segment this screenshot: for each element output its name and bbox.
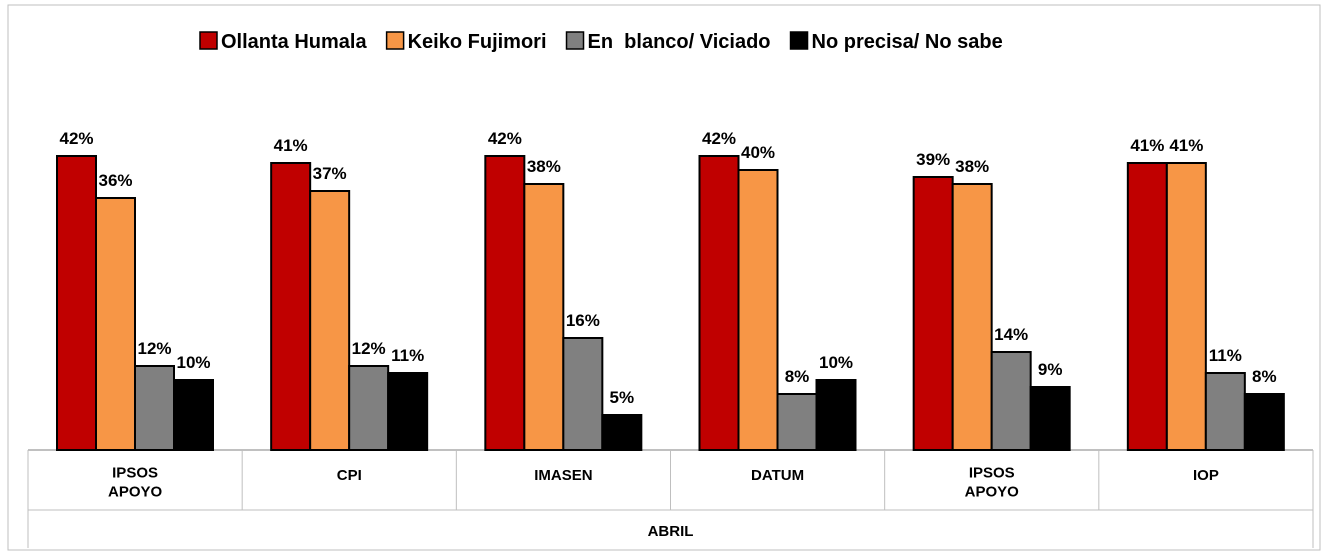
x-tick-label: IOP <box>1193 467 1219 484</box>
x-tick-label: CPI <box>337 467 362 484</box>
data-label: 11% <box>391 346 424 365</box>
data-label: 38% <box>527 157 561 176</box>
bar <box>484 155 526 451</box>
bar <box>698 155 740 451</box>
x-tick-label-line: IPSOS <box>112 465 158 482</box>
bar <box>990 351 1032 451</box>
data-label: 5% <box>610 388 635 407</box>
bar <box>1029 386 1071 451</box>
legend-swatch <box>385 31 405 50</box>
legend-label: Ollanta Humala <box>221 31 367 53</box>
bar <box>270 162 312 451</box>
data-label: 38% <box>955 157 989 176</box>
bar <box>348 365 390 451</box>
data-label: 12% <box>352 339 386 358</box>
legend-swatch <box>789 31 809 50</box>
data-label: 11% <box>1209 346 1242 365</box>
bar <box>134 365 175 451</box>
bar <box>523 183 565 451</box>
bar <box>601 414 643 451</box>
data-label: 37% <box>313 164 347 183</box>
data-label: 10% <box>819 353 853 372</box>
bar <box>562 337 604 451</box>
bar <box>1204 372 1246 451</box>
data-label: 42% <box>488 129 522 148</box>
legend-label: No precisa/ No sabe <box>812 31 1003 53</box>
bar <box>912 176 954 451</box>
x-tick-label: IPSOS APOYO <box>108 465 163 501</box>
data-label: 41% <box>274 136 308 155</box>
legend-swatch <box>565 31 585 50</box>
data-label: 40% <box>741 143 775 162</box>
bar <box>951 183 993 451</box>
data-label: 14% <box>994 325 1028 344</box>
bar <box>173 379 214 451</box>
x-tick-label: DATUM <box>751 467 804 484</box>
bar <box>56 155 97 451</box>
bar <box>95 197 136 451</box>
data-label: 16% <box>566 311 600 330</box>
data-label: 10% <box>176 353 210 372</box>
data-label: 41% <box>1169 136 1203 155</box>
legend-swatch <box>199 31 218 50</box>
bar <box>1165 162 1207 451</box>
data-label: 42% <box>702 129 736 148</box>
x-tick-label: IPSOS APOYO <box>965 465 1020 501</box>
x-tick-label-line: APOYO <box>108 484 163 501</box>
bar <box>1126 162 1168 451</box>
x-tick-label-line: APOYO <box>965 484 1020 501</box>
x-tick-label-line: IPSOS <box>969 465 1015 482</box>
data-label: 9% <box>1038 360 1063 379</box>
chart-frame <box>7 4 1321 551</box>
data-label: 8% <box>785 367 810 386</box>
data-label: 41% <box>1130 136 1164 155</box>
bar <box>387 372 429 451</box>
data-label: 8% <box>1252 367 1277 386</box>
x-tick-label: IMASEN <box>534 467 592 484</box>
data-label: 12% <box>137 339 171 358</box>
data-label: 39% <box>916 150 950 169</box>
legend-label: En blanco/ Viciado <box>588 31 771 53</box>
bar <box>815 379 857 451</box>
legend-label: Keiko Fujimori <box>408 31 547 53</box>
data-label: 42% <box>59 129 93 148</box>
bar <box>776 393 818 451</box>
bar <box>737 169 779 451</box>
data-label: 36% <box>98 171 132 190</box>
bar <box>1243 393 1285 451</box>
bar <box>309 190 351 451</box>
group-label: ABRIL <box>648 523 694 540</box>
